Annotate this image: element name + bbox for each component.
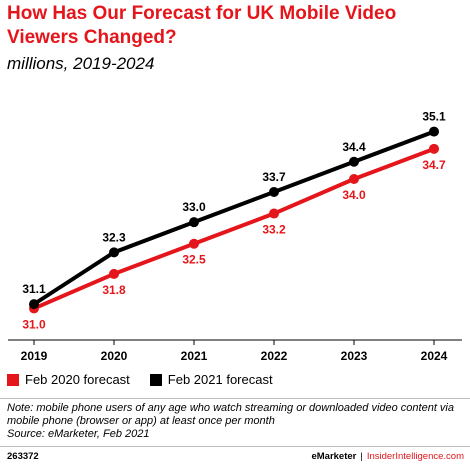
brand-insider-intelligence: InsiderIntelligence.com: [366, 451, 464, 462]
point-feb-2020-forecast-2023: [349, 174, 359, 185]
note-text: Note: mobile phone users of any age who …: [7, 402, 454, 427]
series-line-feb-2021-forecast: [32, 129, 435, 306]
legend-swatch-feb-2021: [149, 373, 162, 386]
x-tick-label-2024: 2024: [421, 349, 448, 363]
legend-swatch-feb-2020: [7, 373, 19, 386]
point-feb-2021-forecast-2020: [109, 247, 119, 258]
chart-note: Note: mobile phone users of any age who …: [7, 402, 465, 441]
x-tick-label-2023: 2023: [341, 349, 368, 363]
legend-item-feb-2021: Feb 2021 forecast: [149, 372, 273, 387]
legend-item-feb-2020: Feb 2020 forecast: [7, 372, 130, 387]
legend: Feb 2020 forecast Feb 2021 forecast: [7, 372, 293, 387]
data-label-feb-2021-forecast-2020: 32.3: [102, 230, 126, 244]
data-label-feb-2020-forecast-2019: 31.0: [22, 317, 46, 331]
data-label-feb-2021-forecast-2024: 35.1: [422, 110, 446, 124]
series-line-feb-2020-forecast: [33, 146, 435, 311]
point-feb-2021-forecast-2021: [189, 217, 199, 228]
data-label-feb-2020-forecast-2022: 33.2: [262, 223, 286, 237]
data-label-feb-2020-forecast-2023: 34.0: [342, 188, 366, 202]
divider-top: [0, 398, 470, 399]
data-label-feb-2021-forecast-2022: 33.7: [262, 170, 286, 184]
point-feb-2021-forecast-2022: [269, 186, 279, 197]
point-feb-2021-forecast-2023: [349, 156, 359, 167]
point-feb-2021-forecast-2024: [429, 126, 439, 137]
data-label-feb-2021-forecast-2019: 31.1: [22, 282, 46, 296]
x-tick-label-2019: 2019: [21, 349, 48, 363]
legend-label-feb-2020: Feb 2020 forecast: [25, 372, 130, 387]
data-label-feb-2021-forecast-2023: 34.4: [342, 140, 366, 154]
point-feb-2020-forecast-2020: [109, 268, 119, 279]
chart-subtitle: millions, 2019-2024: [7, 54, 155, 73]
brand-emarketer: eMarketer: [311, 451, 357, 462]
x-tick-label-2021: 2021: [181, 349, 208, 363]
point-feb-2020-forecast-2022: [269, 208, 279, 219]
brand-separator: |: [360, 451, 363, 462]
footer: 263372 eMarketer | InsiderIntelligence.com: [0, 448, 470, 466]
data-label-feb-2020-forecast-2020: 31.8: [102, 283, 126, 297]
line-chart: 2019 2020 2021 2022 2023 2024 31.0 31.8 32.5 33.2…: [8, 110, 462, 363]
chart-id: 263372: [7, 451, 39, 462]
point-feb-2021-forecast-2019: [29, 299, 39, 310]
brand: eMarketer | InsiderIntelligence.com: [311, 451, 464, 462]
chart-title: How Has Our Forecast for UK Mobile Video…: [7, 3, 397, 48]
x-tick-label-2022: 2022: [261, 349, 288, 363]
data-label-feb-2020-forecast-2021: 32.5: [182, 253, 206, 267]
divider-bottom: [0, 446, 470, 447]
x-tick-label-2020: 2020: [101, 349, 128, 363]
legend-label-feb-2021: Feb 2021 forecast: [167, 372, 273, 387]
point-feb-2020-forecast-2021: [189, 238, 199, 249]
data-label-feb-2020-forecast-2024: 34.7: [422, 158, 446, 172]
data-label-feb-2021-forecast-2021: 33.0: [182, 200, 206, 214]
point-feb-2020-forecast-2024: [429, 143, 439, 154]
source-text: Source: eMarketer, Feb 2021: [7, 428, 150, 440]
